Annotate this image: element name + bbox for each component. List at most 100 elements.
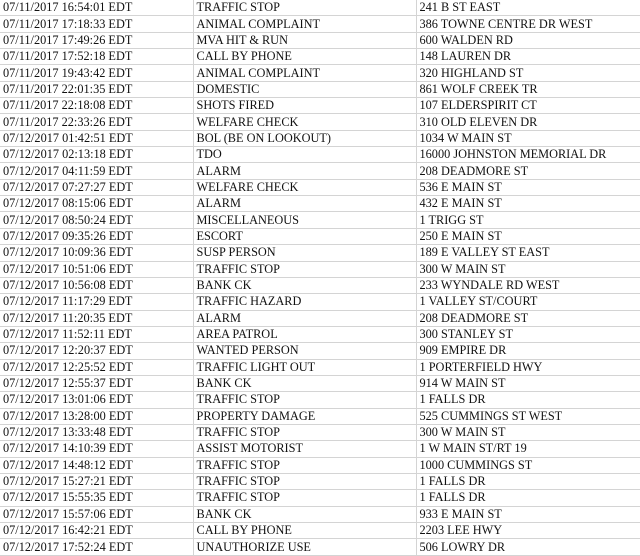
address-cell: 1 FALLS DR: [416, 473, 640, 491]
incident-type-cell: ANIMAL COMPLAINT: [193, 15, 417, 33]
datetime-cell: 07/12/2017 16:42:21 EDT: [0, 522, 194, 540]
incident-type-cell: ALARM: [193, 310, 417, 327]
incident-type-cell: PROPERTY DAMAGE: [193, 408, 417, 425]
datetime-cell: 07/12/2017 11:52:11 EDT: [0, 326, 194, 344]
table-row: 07/12/2017 11:17:29 EDT TRAFFIC HAZARD 1 V…: [0, 293, 640, 311]
table-row: 07/12/2017 15:57:06 EDT BANK CK 933 E MAIN…: [0, 506, 640, 524]
incident-type-cell: AREA PATROL: [193, 326, 417, 344]
table-row: 07/12/2017 04:11:59 EDT ALARM 208 DEADMORE…: [0, 162, 640, 180]
table-row: 07/12/2017 16:42:21 EDT CALL BY PHONE 2203…: [0, 522, 640, 540]
address-cell: 310 OLD ELEVEN DR: [416, 113, 640, 131]
datetime-cell: 07/12/2017 12:25:52 EDT: [0, 359, 194, 376]
incident-type-cell: MVA HIT & RUN: [193, 32, 417, 50]
table-row: 07/12/2017 02:13:18 EDT TDO 16000 JOHNSTON…: [0, 146, 640, 164]
datetime-cell: 07/11/2017 22:33:26 EDT: [0, 113, 194, 131]
table-row: 07/12/2017 10:51:06 EDT TRAFFIC STOP 300 W…: [0, 261, 640, 278]
incident-type-cell: BANK CK: [193, 375, 417, 393]
datetime-cell: 07/12/2017 08:15:06 EDT: [0, 195, 194, 213]
incident-type-cell: TRAFFIC STOP: [193, 391, 417, 409]
incident-type-cell: TRAFFIC STOP: [193, 0, 417, 17]
incident-type-cell: DOMESTIC: [193, 81, 417, 99]
address-cell: 600 WALDEN RD: [416, 32, 640, 50]
address-cell: 1 PORTERFIELD HWY: [416, 359, 640, 376]
table-row: 07/11/2017 19:43:42 EDT ANIMAL COMPLAINT 3…: [0, 64, 640, 82]
incident-type-cell: ALARM: [193, 162, 417, 180]
datetime-cell: 07/12/2017 13:01:06 EDT: [0, 391, 194, 409]
address-cell: 1000 CUMMINGS ST: [416, 457, 640, 474]
table-row: 07/12/2017 12:25:52 EDT TRAFFIC LIGHT OUT…: [0, 359, 640, 376]
address-cell: 1 TRIGG ST: [416, 211, 640, 229]
incident-type-cell: ESCORT: [193, 228, 417, 246]
table-row: 07/11/2017 17:49:26 EDT MVA HIT & RUN 600 …: [0, 32, 640, 50]
incident-type-cell: TRAFFIC HAZARD: [193, 293, 417, 311]
datetime-cell: 07/11/2017 17:18:33 EDT: [0, 15, 194, 33]
address-cell: 233 WYNDALE RD WEST: [416, 277, 640, 295]
incident-type-cell: TRAFFIC STOP: [193, 424, 417, 442]
address-cell: 320 HIGHLAND ST: [416, 64, 640, 82]
table-row: 07/12/2017 13:28:00 EDT PROPERTY DAMAGE 52…: [0, 408, 640, 425]
datetime-cell: 07/12/2017 10:51:06 EDT: [0, 261, 194, 278]
table-row: 07/11/2017 16:54:01 EDT TRAFFIC STOP 241 B…: [0, 0, 640, 17]
table-row: 07/12/2017 10:56:08 EDT BANK CK 233 WYNDAL…: [0, 277, 640, 295]
address-cell: 386 TOWNE CENTRE DR WEST: [416, 15, 640, 33]
datetime-cell: 07/12/2017 17:52:24 EDT: [0, 538, 194, 556]
table-row: 07/12/2017 14:48:12 EDT TRAFFIC STOP 1000 …: [0, 457, 640, 474]
incident-type-cell: BANK CK: [193, 277, 417, 295]
address-cell: 914 W MAIN ST: [416, 375, 640, 393]
incident-type-cell: WELFARE CHECK: [193, 113, 417, 131]
incident-type-cell: CALL BY PHONE: [193, 48, 417, 66]
table-row: 07/12/2017 14:10:39 EDT ASSIST MOTORIST 1 …: [0, 440, 640, 458]
address-cell: 1 FALLS DR: [416, 391, 640, 409]
datetime-cell: 07/12/2017 08:50:24 EDT: [0, 211, 194, 229]
datetime-cell: 07/11/2017 16:54:01 EDT: [0, 0, 194, 17]
address-cell: 1034 W MAIN ST: [416, 130, 640, 148]
table-row: 07/12/2017 15:55:35 EDT TRAFFIC STOP 1 FAL…: [0, 489, 640, 507]
table-row: 07/12/2017 09:35:26 EDT ESCORT 250 E MAIN …: [0, 228, 640, 246]
address-cell: 148 LAUREN DR: [416, 48, 640, 66]
datetime-cell: 07/12/2017 15:55:35 EDT: [0, 489, 194, 507]
table-row: 07/11/2017 17:52:18 EDT CALL BY PHONE 148 …: [0, 48, 640, 66]
incident-type-cell: BANK CK: [193, 506, 417, 524]
address-cell: 107 ELDERSPIRIT CT: [416, 97, 640, 115]
address-cell: 1 W MAIN ST/RT 19: [416, 440, 640, 458]
address-cell: 250 E MAIN ST: [416, 228, 640, 246]
incident-type-cell: BOL (BE ON LOOKOUT): [193, 130, 417, 148]
incident-type-cell: ASSIST MOTORIST: [193, 440, 417, 458]
address-cell: 208 DEADMORE ST: [416, 310, 640, 327]
table-row: 07/12/2017 17:52:24 EDT UNAUTHORIZE USE 50…: [0, 538, 640, 556]
datetime-cell: 07/12/2017 15:57:06 EDT: [0, 506, 194, 524]
datetime-cell: 07/12/2017 01:42:51 EDT: [0, 130, 194, 148]
datetime-cell: 07/12/2017 02:13:18 EDT: [0, 146, 194, 164]
address-cell: 208 DEADMORE ST: [416, 162, 640, 180]
incident-type-cell: TDO: [193, 146, 417, 164]
incident-type-cell: TRAFFIC STOP: [193, 457, 417, 474]
table-row: 07/12/2017 12:55:37 EDT BANK CK 914 W MAIN…: [0, 375, 640, 393]
table-row: 07/11/2017 22:18:08 EDT SHOTS FIRED 107 EL…: [0, 97, 640, 115]
datetime-cell: 07/12/2017 12:55:37 EDT: [0, 375, 194, 393]
datetime-cell: 07/12/2017 14:10:39 EDT: [0, 440, 194, 458]
datetime-cell: 07/11/2017 17:49:26 EDT: [0, 32, 194, 50]
address-cell: 189 E VALLEY ST EAST: [416, 244, 640, 262]
address-cell: 2203 LEE HWY: [416, 522, 640, 540]
address-cell: 432 E MAIN ST: [416, 195, 640, 213]
datetime-cell: 07/12/2017 12:20:37 EDT: [0, 342, 194, 360]
address-cell: 241 B ST EAST: [416, 0, 640, 17]
table-row: 07/12/2017 08:15:06 EDT ALARM 432 E MAIN S…: [0, 195, 640, 213]
datetime-cell: 07/12/2017 10:09:36 EDT: [0, 244, 194, 262]
incident-type-cell: UNAUTHORIZE USE: [193, 538, 417, 556]
address-cell: 1 VALLEY ST/COURT: [416, 293, 640, 311]
address-cell: 909 EMPIRE DR: [416, 342, 640, 360]
datetime-cell: 07/11/2017 19:43:42 EDT: [0, 64, 194, 82]
datetime-cell: 07/11/2017 22:18:08 EDT: [0, 97, 194, 115]
incident-type-cell: TRAFFIC STOP: [193, 473, 417, 491]
incident-type-cell: WELFARE CHECK: [193, 179, 417, 197]
table-row: 07/12/2017 13:01:06 EDT TRAFFIC STOP 1 FAL…: [0, 391, 640, 409]
table-row: 07/12/2017 11:52:11 EDT AREA PATROL 300 ST…: [0, 326, 640, 344]
table-row: 07/12/2017 01:42:51 EDT BOL (BE ON LOOKOU…: [0, 130, 640, 148]
datetime-cell: 07/12/2017 15:27:21 EDT: [0, 473, 194, 491]
datetime-cell: 07/12/2017 09:35:26 EDT: [0, 228, 194, 246]
table-row: 07/11/2017 22:01:35 EDT DOMESTIC 861 WOLF …: [0, 81, 640, 99]
incident-type-cell: TRAFFIC LIGHT OUT: [193, 359, 417, 376]
address-cell: 300 W MAIN ST: [416, 424, 640, 442]
